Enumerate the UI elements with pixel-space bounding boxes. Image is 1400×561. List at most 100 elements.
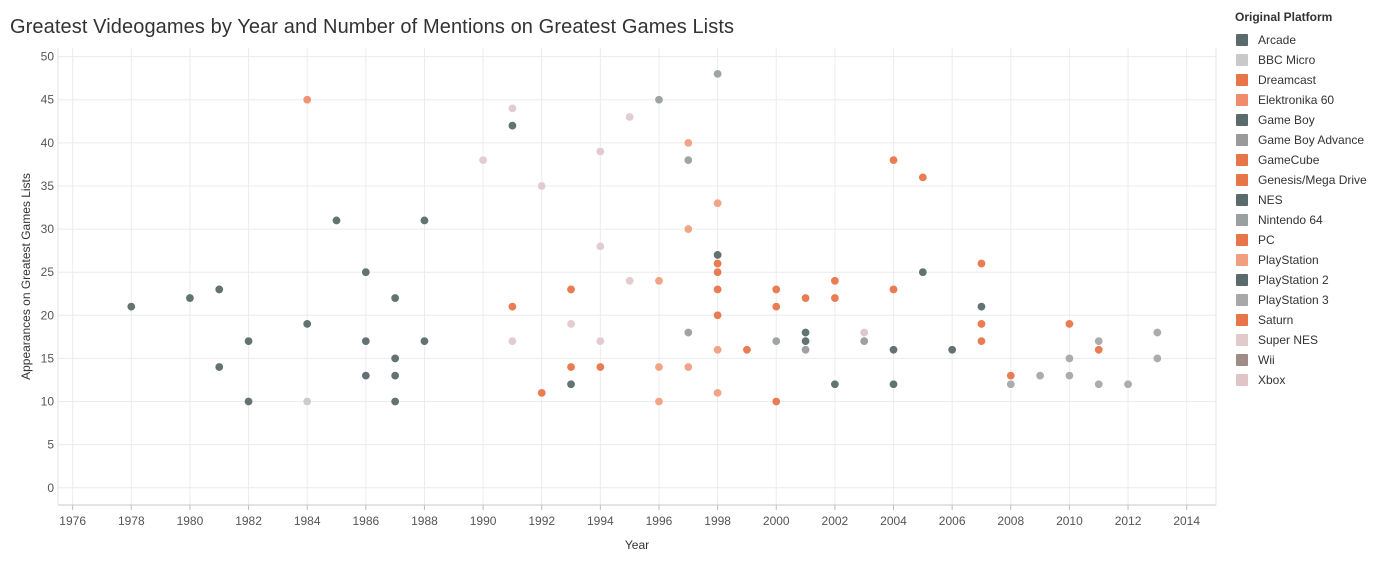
data-point (654, 362, 664, 372)
legend-label: Arcade (1258, 33, 1297, 47)
data-point (713, 345, 723, 355)
x-tick-label: 2014 (1173, 514, 1200, 528)
axes: 1976 1978 1980 1982 1984 1986 1988 1990 1992 1994… (41, 48, 1217, 528)
data-point (214, 284, 224, 294)
legend-item[interactable]: Game Boy Advance (1226, 130, 1396, 150)
data-point (595, 336, 605, 346)
legend-item[interactable]: Arcade (1226, 30, 1396, 50)
legend-swatch (1236, 94, 1248, 106)
data-point (976, 302, 986, 312)
data-point (361, 267, 371, 277)
data-point (1094, 379, 1104, 389)
legend-item[interactable]: Super NES (1226, 330, 1396, 350)
x-tick-label: 1994 (587, 514, 614, 528)
data-point (419, 336, 429, 346)
y-tick-label: 35 (41, 179, 55, 193)
x-tick-label: 1976 (59, 514, 86, 528)
data-point (976, 259, 986, 269)
legend-swatch (1236, 354, 1248, 366)
legend-item[interactable]: BBC Micro (1226, 50, 1396, 70)
legend-swatch (1236, 254, 1248, 266)
data-point (801, 293, 811, 303)
data-point (566, 362, 576, 372)
data-point (859, 328, 869, 338)
data-point (507, 302, 517, 312)
data-point (830, 293, 840, 303)
legend-item[interactable]: Wii (1226, 350, 1396, 370)
data-point (302, 319, 312, 329)
y-tick-label: 15 (41, 351, 55, 365)
data-point (1035, 371, 1045, 381)
y-tick-label: 20 (41, 308, 55, 322)
legend-item[interactable]: Xbox (1226, 370, 1396, 390)
legend-item[interactable]: Genesis/Mega Drive (1226, 170, 1396, 190)
data-point (801, 336, 811, 346)
data-point (918, 267, 928, 277)
x-tick-label: 2006 (939, 514, 966, 528)
data-point (332, 215, 342, 225)
data-point (390, 353, 400, 363)
data-point (771, 336, 781, 346)
legend-items: Arcade BBC Micro Dreamcast Elektronika 60 Ga… (1226, 30, 1396, 390)
x-tick-label: 2010 (1056, 514, 1083, 528)
x-tick-label: 1992 (528, 514, 555, 528)
data-point (713, 284, 723, 294)
x-tick-label: 1986 (352, 514, 379, 528)
data-point (654, 276, 664, 286)
data-point (507, 103, 517, 113)
x-tick-label: 1998 (704, 514, 731, 528)
data-point (713, 198, 723, 208)
data-point (713, 388, 723, 398)
legend-swatch (1236, 334, 1248, 346)
legend-swatch (1236, 194, 1248, 206)
data-point (1064, 319, 1074, 329)
grid-lines (58, 48, 1216, 505)
legend-label: Elektronika 60 (1258, 93, 1335, 107)
legend-item[interactable]: Elektronika 60 (1226, 90, 1396, 110)
x-axis-title: Year (625, 538, 649, 552)
data-point (713, 310, 723, 320)
x-tick-label: 2002 (822, 514, 849, 528)
legend-item[interactable]: PlayStation 3 (1226, 290, 1396, 310)
data-point (361, 371, 371, 381)
legend-label: Dreamcast (1258, 73, 1317, 87)
data-point (683, 155, 693, 165)
legend-item[interactable]: Nintendo 64 (1226, 210, 1396, 230)
data-point (683, 362, 693, 372)
data-point (625, 276, 635, 286)
legend-item[interactable]: Game Boy (1226, 110, 1396, 130)
data-point (595, 362, 605, 372)
legend-item[interactable]: GameCube (1226, 150, 1396, 170)
data-point (302, 397, 312, 407)
legend-item[interactable]: NES (1226, 190, 1396, 210)
data-point (654, 397, 664, 407)
data-point (1094, 345, 1104, 355)
legend-swatch (1236, 214, 1248, 226)
data-point (771, 397, 781, 407)
y-tick-label: 0 (47, 481, 54, 495)
legend-item[interactable]: Saturn (1226, 310, 1396, 330)
legend-item[interactable]: PC (1226, 230, 1396, 250)
legend-swatch (1236, 314, 1248, 326)
data-point (889, 284, 899, 294)
legend-label: BBC Micro (1258, 53, 1316, 67)
data-point (771, 302, 781, 312)
data-point (537, 388, 547, 398)
data-point (889, 345, 899, 355)
data-point (566, 284, 576, 294)
y-tick-label: 10 (41, 395, 55, 409)
legend-swatch (1236, 114, 1248, 126)
y-tick-label: 30 (41, 222, 55, 236)
legend-item[interactable]: Dreamcast (1226, 70, 1396, 90)
data-point (595, 241, 605, 251)
legend-swatch (1236, 134, 1248, 146)
legend-item[interactable]: PlayStation (1226, 250, 1396, 270)
legend-label: Game Boy Advance (1258, 133, 1365, 147)
data-point (713, 250, 723, 260)
legend-item[interactable]: PlayStation 2 (1226, 270, 1396, 290)
legend-label: GameCube (1258, 153, 1320, 167)
y-tick-label: 5 (47, 438, 54, 452)
x-tick-label: 1996 (646, 514, 673, 528)
data-point (507, 336, 517, 346)
data-point (566, 379, 576, 389)
